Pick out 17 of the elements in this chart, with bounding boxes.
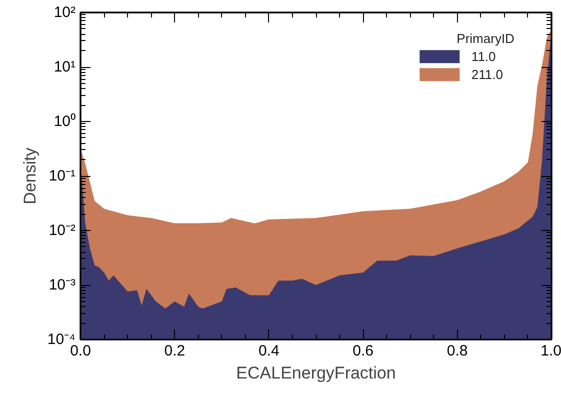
x-tick-label: 0.4 — [258, 342, 280, 360]
y-tick-label: 10¹ — [54, 58, 76, 76]
y-tick-label: 10⁰ — [54, 113, 76, 130]
x-tick-label: 0.6 — [352, 342, 374, 360]
legend-label: 211.0 — [471, 67, 504, 82]
y-tick-label: 10⁻³ — [48, 276, 76, 294]
y-axis-title: Density — [20, 147, 40, 204]
x-tick-label: 0.8 — [446, 342, 468, 360]
y-tick-label: 10⁻¹ — [48, 168, 76, 184]
x-axis-title: ECALEnergyFraction — [236, 364, 396, 382]
y-tick-label: 10² — [54, 4, 76, 21]
x-tick-label: 0.2 — [164, 342, 186, 360]
x-tick-label: 1.0 — [540, 342, 561, 360]
y-tick-label: 10⁻² — [48, 222, 76, 239]
legend-title: PrimaryID — [456, 31, 514, 46]
x-tick-label: 0.0 — [70, 342, 91, 360]
legend-label: 11.0 — [471, 49, 496, 64]
